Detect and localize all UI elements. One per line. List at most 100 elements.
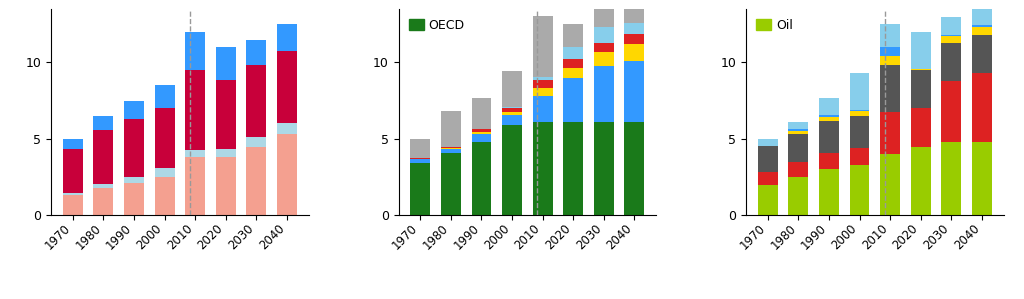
Bar: [411, 159, 430, 163]
Bar: [881, 47, 900, 56]
Bar: [910, 70, 931, 108]
Bar: [278, 24, 297, 51]
Bar: [62, 196, 83, 215]
Bar: [247, 147, 266, 215]
Bar: [216, 80, 236, 149]
Bar: [62, 139, 83, 149]
Bar: [881, 112, 900, 154]
Bar: [124, 177, 144, 183]
Bar: [819, 170, 839, 215]
Bar: [941, 35, 962, 36]
Bar: [788, 134, 808, 162]
Bar: [788, 122, 808, 129]
Bar: [819, 115, 839, 118]
Bar: [910, 147, 931, 215]
Bar: [881, 65, 900, 112]
Bar: [93, 130, 114, 184]
Bar: [972, 35, 992, 73]
Bar: [155, 177, 174, 215]
Bar: [819, 98, 839, 115]
Bar: [625, 122, 644, 215]
Bar: [941, 81, 962, 142]
Bar: [850, 165, 869, 215]
Bar: [850, 116, 869, 148]
Bar: [411, 158, 430, 159]
Bar: [185, 70, 205, 150]
Bar: [441, 111, 461, 147]
Bar: [625, 0, 644, 23]
Bar: [563, 24, 584, 47]
Bar: [758, 185, 777, 215]
Bar: [941, 17, 962, 35]
Bar: [441, 149, 461, 152]
Bar: [910, 69, 931, 70]
Bar: [758, 139, 777, 146]
Bar: [788, 129, 808, 131]
Bar: [93, 184, 114, 188]
Bar: [594, 0, 613, 27]
Bar: [247, 137, 266, 147]
Bar: [941, 36, 962, 42]
Bar: [93, 116, 114, 130]
Bar: [247, 65, 266, 137]
Bar: [502, 115, 522, 125]
Bar: [155, 168, 174, 177]
Legend: Oil: Oil: [753, 15, 797, 36]
Bar: [594, 42, 613, 52]
Bar: [532, 16, 553, 77]
Bar: [471, 142, 492, 215]
Bar: [471, 134, 492, 142]
Bar: [441, 148, 461, 149]
Bar: [788, 177, 808, 215]
Bar: [594, 122, 613, 215]
Bar: [62, 193, 83, 196]
Bar: [972, 73, 992, 142]
Bar: [758, 172, 777, 185]
Bar: [625, 44, 644, 61]
Bar: [502, 112, 522, 115]
Bar: [155, 86, 174, 108]
Bar: [594, 65, 613, 122]
Bar: [62, 149, 83, 193]
Bar: [502, 108, 522, 112]
Bar: [788, 131, 808, 134]
Bar: [625, 34, 644, 44]
Bar: [93, 188, 114, 215]
Bar: [850, 73, 869, 110]
Bar: [563, 68, 584, 78]
Bar: [594, 52, 613, 65]
Bar: [185, 32, 205, 70]
Bar: [758, 146, 777, 172]
Bar: [625, 61, 644, 122]
Bar: [910, 32, 931, 68]
Bar: [278, 51, 297, 123]
Bar: [788, 162, 808, 177]
Bar: [441, 152, 461, 215]
Bar: [563, 122, 584, 215]
Bar: [910, 68, 931, 69]
Bar: [972, 1, 992, 25]
Bar: [278, 134, 297, 215]
Bar: [502, 71, 522, 107]
Bar: [124, 119, 144, 177]
Bar: [881, 154, 900, 215]
Bar: [881, 56, 900, 65]
Bar: [910, 108, 931, 147]
Bar: [819, 153, 839, 170]
Bar: [247, 39, 266, 65]
Bar: [850, 110, 869, 111]
Bar: [411, 139, 430, 158]
Bar: [216, 47, 236, 80]
Bar: [532, 122, 553, 215]
Bar: [502, 125, 522, 215]
Bar: [441, 147, 461, 148]
Bar: [471, 98, 492, 129]
Bar: [471, 129, 492, 132]
Bar: [972, 27, 992, 35]
Bar: [881, 24, 900, 47]
Bar: [819, 121, 839, 153]
Bar: [972, 142, 992, 215]
Bar: [185, 150, 205, 157]
Bar: [278, 123, 297, 134]
Bar: [941, 42, 962, 81]
